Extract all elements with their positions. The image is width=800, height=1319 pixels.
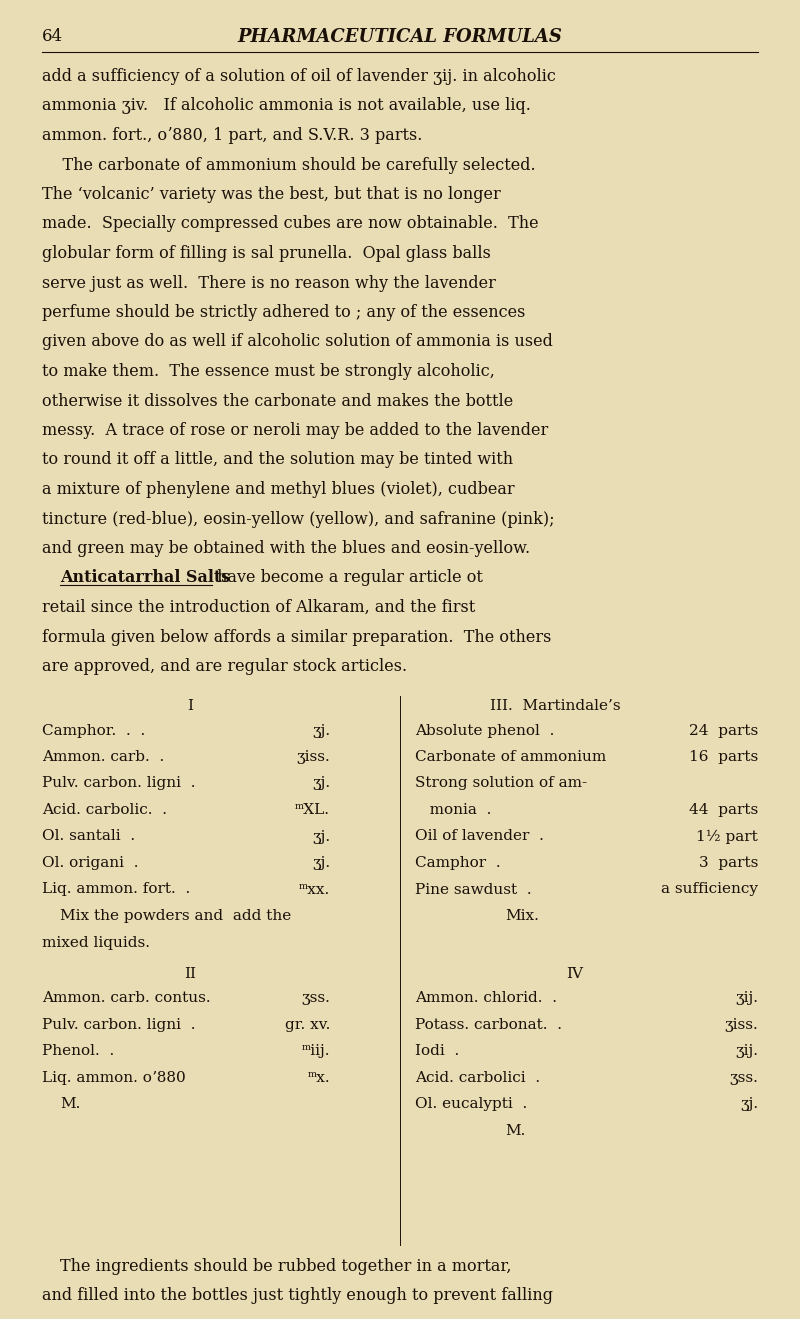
Text: gr. xv.: gr. xv.: [285, 1018, 330, 1031]
Text: monia  .: monia .: [415, 803, 491, 816]
Text: Acid. carbolici  .: Acid. carbolici .: [415, 1071, 540, 1084]
Text: The carbonate of ammonium should be carefully selected.: The carbonate of ammonium should be care…: [42, 157, 536, 174]
Text: Pulv. carbon. ligni  .: Pulv. carbon. ligni .: [42, 777, 195, 790]
Text: given above do as well if alcoholic solution of ammonia is used: given above do as well if alcoholic solu…: [42, 334, 553, 351]
Text: M.: M.: [505, 1124, 526, 1138]
Text: ᵐx.: ᵐx.: [307, 1071, 330, 1084]
Text: Pulv. carbon. ligni  .: Pulv. carbon. ligni .: [42, 1018, 195, 1031]
Text: retail since the introduction of Alkaram, and the first: retail since the introduction of Alkaram…: [42, 599, 475, 616]
Text: have become a regular article ot: have become a regular article ot: [212, 570, 483, 587]
Text: Ammon. chlorid.  .: Ammon. chlorid. .: [415, 992, 557, 1005]
Text: globular form of filling is sal prunella.  Opal glass balls: globular form of filling is sal prunella…: [42, 245, 491, 262]
Text: Liq. ammon. oʼ880: Liq. ammon. oʼ880: [42, 1071, 186, 1084]
Text: Mix.: Mix.: [505, 909, 539, 923]
Text: ʒj.: ʒj.: [312, 777, 330, 790]
Text: Phenol.  .: Phenol. .: [42, 1045, 114, 1058]
Text: ʒiss.: ʒiss.: [296, 751, 330, 764]
Text: ʒij.: ʒij.: [735, 992, 758, 1005]
Text: Ol. eucalypti  .: Ol. eucalypti .: [415, 1097, 527, 1112]
Text: M.: M.: [60, 1097, 80, 1112]
Text: II: II: [184, 967, 196, 981]
Text: ᵐiij.: ᵐiij.: [302, 1045, 330, 1058]
Text: Carbonate of ammonium: Carbonate of ammonium: [415, 751, 606, 764]
Text: formula given below affords a similar preparation.  The others: formula given below affords a similar pr…: [42, 628, 551, 645]
Text: add a sufficiency of a solution of oil of lavender ʒij. in alcoholic: add a sufficiency of a solution of oil o…: [42, 69, 556, 84]
Text: 24  parts: 24 parts: [689, 724, 758, 737]
Text: Ammon. carb.  .: Ammon. carb. .: [42, 751, 164, 764]
Text: Camphor.  .  .: Camphor. . .: [42, 724, 146, 737]
Text: 1½ part: 1½ part: [696, 830, 758, 844]
Text: ʒiss.: ʒiss.: [724, 1018, 758, 1031]
Text: Camphor  .: Camphor .: [415, 856, 501, 871]
Text: are approved, and are regular stock articles.: are approved, and are regular stock arti…: [42, 658, 407, 675]
Text: Anticatarrhal Salts: Anticatarrhal Salts: [60, 570, 230, 587]
Text: PHARMACEUTICAL FORMULAS: PHARMACEUTICAL FORMULAS: [238, 28, 562, 46]
Text: Strong solution of am-: Strong solution of am-: [415, 777, 587, 790]
Text: messy.  A trace of rose or neroli may be added to the lavender: messy. A trace of rose or neroli may be …: [42, 422, 548, 439]
Text: 16  parts: 16 parts: [689, 751, 758, 764]
Text: Potass. carbonat.  .: Potass. carbonat. .: [415, 1018, 562, 1031]
Text: Ol. origani  .: Ol. origani .: [42, 856, 138, 871]
Text: 44  parts: 44 parts: [689, 803, 758, 816]
Text: ʒij.: ʒij.: [735, 1045, 758, 1058]
Text: ʒj.: ʒj.: [312, 724, 330, 737]
Text: Mix the powders and  add the: Mix the powders and add the: [60, 909, 291, 923]
Text: The ‘volcanic’ variety was the best, but that is no longer: The ‘volcanic’ variety was the best, but…: [42, 186, 501, 203]
Text: 64: 64: [42, 28, 63, 45]
Text: perfume should be strictly adhered to ; any of the essences: perfume should be strictly adhered to ; …: [42, 303, 526, 321]
Text: and filled into the bottles just tightly enough to prevent falling: and filled into the bottles just tightly…: [42, 1287, 553, 1304]
Text: ammonia ʒiv.   If alcoholic ammonia is not available, use liq.: ammonia ʒiv. If alcoholic ammonia is not…: [42, 98, 531, 115]
Text: ammon. fort., oʼ880, 1 part, and S.V.R. 3 parts.: ammon. fort., oʼ880, 1 part, and S.V.R. …: [42, 127, 422, 144]
Text: The ingredients should be rubbed together in a mortar,: The ingredients should be rubbed togethe…: [60, 1258, 511, 1275]
Text: 3  parts: 3 parts: [698, 856, 758, 871]
Text: to round it off a little, and the solution may be tinted with: to round it off a little, and the soluti…: [42, 451, 513, 468]
Text: a mixture of phenylene and methyl blues (violet), cudbear: a mixture of phenylene and methyl blues …: [42, 481, 514, 499]
Text: ʒj.: ʒj.: [740, 1097, 758, 1112]
Text: III.  Martindale’s: III. Martindale’s: [490, 699, 621, 714]
Text: ʒss.: ʒss.: [729, 1071, 758, 1084]
Text: Ammon. carb. contus.: Ammon. carb. contus.: [42, 992, 210, 1005]
Text: mixed liquids.: mixed liquids.: [42, 935, 150, 950]
Text: Ol. santali  .: Ol. santali .: [42, 830, 135, 843]
Text: IV: IV: [566, 967, 583, 981]
Text: to make them.  The essence must be strongly alcoholic,: to make them. The essence must be strong…: [42, 363, 495, 380]
Text: and green may be obtained with the blues and eosin-yellow.: and green may be obtained with the blues…: [42, 539, 530, 557]
Text: Acid. carbolic.  .: Acid. carbolic. .: [42, 803, 167, 816]
Text: ʒj.: ʒj.: [312, 856, 330, 871]
Text: tincture (red-blue), eosin-yellow (yellow), and safranine (pink);: tincture (red-blue), eosin-yellow (yello…: [42, 510, 554, 528]
Text: Iodi  .: Iodi .: [415, 1045, 459, 1058]
Text: Absolute phenol  .: Absolute phenol .: [415, 724, 554, 737]
Text: Oil of lavender  .: Oil of lavender .: [415, 830, 544, 843]
Text: ʒss.: ʒss.: [301, 992, 330, 1005]
Text: serve just as well.  There is no reason why the lavender: serve just as well. There is no reason w…: [42, 274, 496, 291]
Text: ᵐXL.: ᵐXL.: [295, 803, 330, 816]
Text: a sufficiency: a sufficiency: [661, 882, 758, 897]
Text: ᵐxx.: ᵐxx.: [298, 882, 330, 897]
Text: ʒj.: ʒj.: [312, 830, 330, 843]
Text: I: I: [187, 699, 193, 714]
Text: Pine sawdust  .: Pine sawdust .: [415, 882, 532, 897]
Text: otherwise it dissolves the carbonate and makes the bottle: otherwise it dissolves the carbonate and…: [42, 393, 514, 409]
Text: Liq. ammon. fort.  .: Liq. ammon. fort. .: [42, 882, 190, 897]
Text: made.  Specially compressed cubes are now obtainable.  The: made. Specially compressed cubes are now…: [42, 215, 538, 232]
